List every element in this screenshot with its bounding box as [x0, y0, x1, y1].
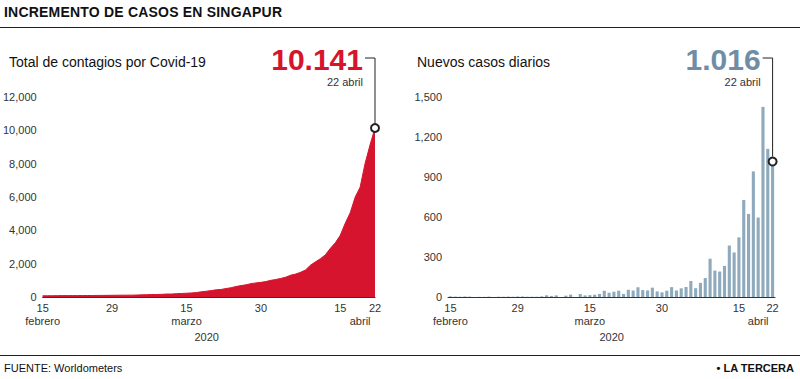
svg-text:30: 30 [255, 302, 267, 314]
svg-text:15: 15 [180, 302, 192, 314]
svg-text:15: 15 [733, 302, 745, 314]
svg-text:12,000: 12,000 [3, 91, 37, 103]
svg-text:30: 30 [656, 302, 668, 314]
svg-text:marzo: marzo [171, 315, 202, 327]
svg-text:0: 0 [436, 291, 442, 303]
svg-text:10.141: 10.141 [271, 43, 363, 76]
svg-text:22 abril: 22 abril [327, 76, 363, 88]
svg-text:29: 29 [106, 302, 118, 314]
svg-text:1,500: 1,500 [414, 91, 442, 103]
svg-text:15: 15 [334, 302, 346, 314]
svg-text:10,000: 10,000 [3, 124, 37, 136]
html-text:INCREMENTO DE CASOS EN SINGAPU: INCREMENTO DE CASOS EN SINGAPUR [4, 4, 283, 20]
svg-text:Total de contagios por Covid-1: Total de contagios por Covid-19 [9, 54, 206, 70]
svg-text:marzo: marzo [575, 315, 606, 327]
svg-text:1,200: 1,200 [414, 131, 442, 143]
svg-text:Nuevos casos diarios: Nuevos casos diarios [417, 54, 550, 70]
svg-text:15: 15 [584, 302, 596, 314]
svg-text:300: 300 [424, 251, 442, 263]
svg-text:22: 22 [766, 302, 778, 314]
svg-text:15: 15 [37, 302, 49, 314]
html-text:FUENTE: Worldometers: FUENTE: Worldometers [4, 362, 123, 374]
svg-text:22: 22 [369, 302, 381, 314]
svg-text:febrero: febrero [433, 315, 468, 327]
svg-text:abril: abril [748, 315, 769, 327]
svg-text:900: 900 [424, 171, 442, 183]
svg-text:2020: 2020 [600, 331, 624, 343]
svg-text:8,000: 8,000 [9, 158, 37, 170]
svg-text:2020: 2020 [195, 331, 219, 343]
svg-text:15: 15 [444, 302, 456, 314]
svg-text:22 abril: 22 abril [725, 76, 761, 88]
svg-text:6,000: 6,000 [9, 191, 37, 203]
svg-text:2,000: 2,000 [9, 258, 37, 270]
svg-text:abril: abril [350, 315, 371, 327]
svg-text:1.016: 1.016 [686, 43, 761, 76]
svg-text:febrero: febrero [25, 315, 60, 327]
html-text:• LA TERCERA: • LA TERCERA [716, 362, 794, 374]
svg-text:0: 0 [30, 291, 37, 303]
svg-text:600: 600 [424, 211, 442, 223]
svg-text:29: 29 [512, 302, 524, 314]
svg-text:4,000: 4,000 [9, 224, 37, 236]
